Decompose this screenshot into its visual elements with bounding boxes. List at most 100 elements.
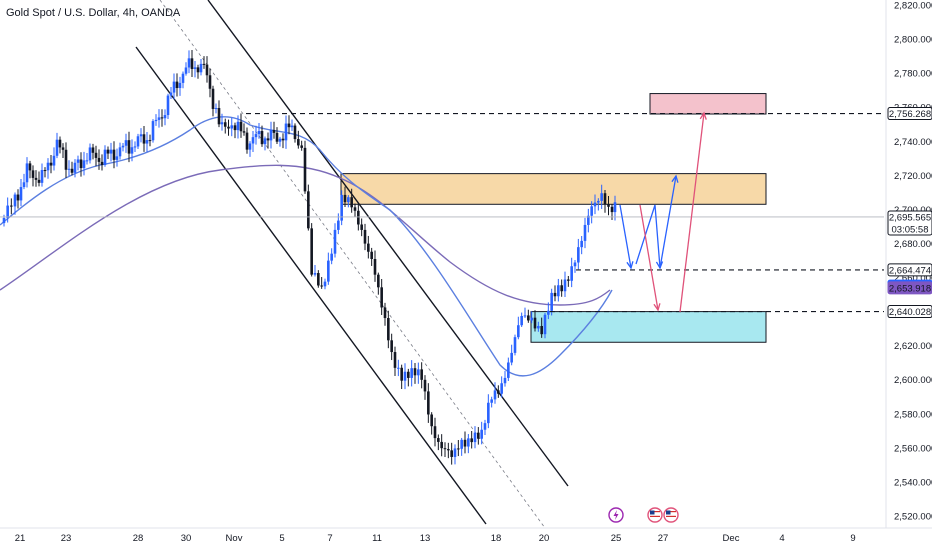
candle [22,173,26,190]
candle-body [297,139,300,146]
candle-body [437,438,440,442]
candle [303,140,307,194]
candle [453,444,457,465]
candle [457,440,460,457]
candle [307,184,310,231]
channel-upper-line[interactable] [207,0,569,487]
candle [199,59,203,76]
candle-body [550,292,553,311]
candle [266,132,270,149]
candle-body [142,134,146,144]
lightning-icon[interactable] [608,507,624,523]
candle [297,130,300,149]
time-tick-label: 13 [420,533,431,544]
supply-zone-box[interactable] [340,173,767,205]
candle-body [133,146,137,148]
candle [493,382,497,404]
candle [275,127,279,144]
candle [34,170,38,187]
target-zone-box[interactable] [649,93,767,115]
red-up-arrow[interactable] [679,112,705,313]
candle-body [473,432,477,443]
candle [227,119,230,136]
candle [573,260,577,273]
time-tick-label: 23 [61,533,72,544]
candle-body [587,215,590,225]
candle [520,312,523,327]
candle-body [196,67,200,73]
candle [230,117,234,137]
candle [40,163,44,187]
candle-body [553,292,557,297]
price-axis-label[interactable]: 2,756.268 [887,107,932,121]
candle [97,149,101,170]
candle-body [67,168,71,170]
price-axis-label[interactable]: 2,653.918 [887,281,932,295]
candle [403,363,407,390]
price-tick-label: 2,720.000 [894,171,932,182]
candle [400,364,403,390]
candle-body [483,423,487,430]
candle-body [453,448,457,457]
price-tick-label: 2,660.000 [894,273,932,284]
candle [61,143,65,158]
candle [202,56,206,69]
price-tick-label: 2,560.000 [894,443,932,454]
candle-body [603,193,607,205]
candle [597,198,600,211]
candle-body [293,125,297,140]
candle [310,223,313,277]
price-label-text: 2,756.268 [889,109,931,120]
candle-body [413,368,417,376]
demand-zone-box[interactable] [530,311,767,343]
candle-body [184,67,188,74]
candle [118,142,122,160]
candle-body [407,371,410,378]
blue-down-arrow-head [626,261,634,270]
candle [10,198,13,215]
candle-body [40,170,44,183]
price-axis-label[interactable]: 2,664.474 [887,263,932,277]
blue-down-arrow[interactable] [619,204,632,269]
candle [245,127,249,154]
us-flag-icon[interactable] [647,507,663,523]
us-flag-canton [666,510,671,515]
time-tick-label: Nov [226,533,243,544]
candle-body [503,377,507,384]
candle-body [610,206,614,213]
candle [254,125,258,145]
blue-zigzag-arrow[interactable] [635,204,661,269]
red-down-arrow[interactable] [639,204,659,311]
candle-body [260,131,264,145]
candle-body [287,123,291,128]
candle-body [317,273,320,286]
candle-body [233,125,237,131]
blue-up-arrow[interactable] [659,175,677,269]
candle [272,121,276,139]
candle [450,442,453,465]
candle-body [97,157,101,162]
candle [407,368,410,387]
candle [300,140,303,151]
candle [73,159,77,178]
candle [513,334,517,356]
candle [577,238,580,270]
us-flag-icon[interactable] [663,507,679,523]
price-axis-label[interactable]: 2,640.028 [887,305,932,319]
candle [211,85,215,117]
candle [580,236,583,255]
candle [242,123,246,136]
candle-body [202,63,206,65]
channel-mid-line[interactable] [159,0,546,529]
price-tick-label: 2,800.000 [894,35,932,46]
candle [112,141,116,169]
candle [443,442,447,457]
candle-body [513,337,517,353]
candle-body [563,279,567,292]
candle-body [307,191,310,229]
candle [460,437,463,456]
candle-body [520,315,523,326]
